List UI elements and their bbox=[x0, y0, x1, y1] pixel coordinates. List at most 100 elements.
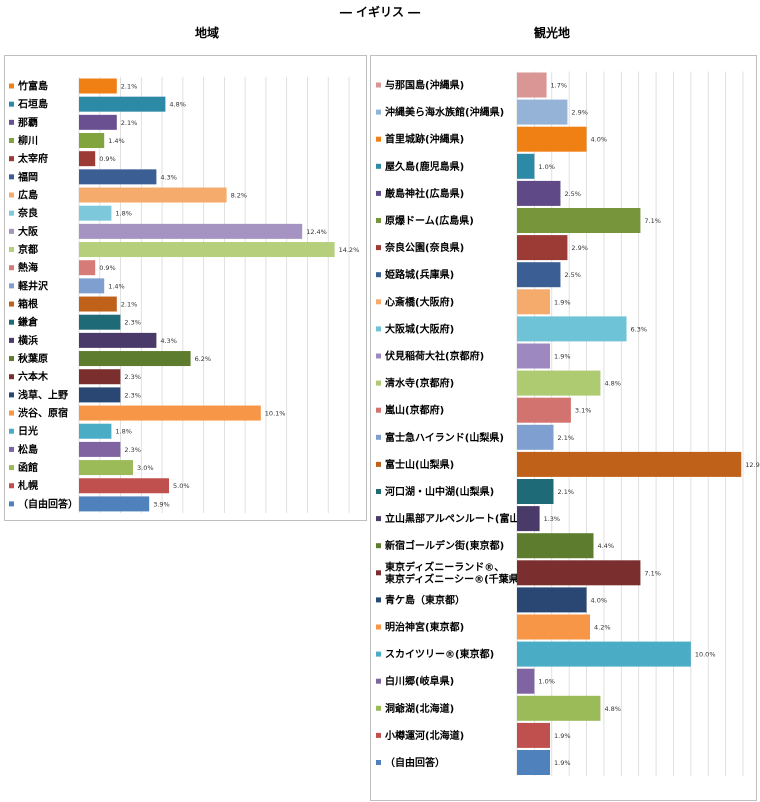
bar-row: 姫路城(兵庫県) 2.5% bbox=[376, 262, 581, 288]
bar bbox=[517, 316, 627, 342]
category-label: 日光 bbox=[18, 425, 38, 438]
data-label: 2.1% bbox=[121, 301, 138, 309]
bar bbox=[79, 187, 227, 203]
category-label: 首里城跡(沖縄県) bbox=[385, 133, 464, 146]
data-label: 4.0% bbox=[591, 596, 608, 604]
category-label: 六本木 bbox=[18, 370, 49, 383]
bar bbox=[517, 208, 641, 233]
bar bbox=[79, 114, 117, 130]
legend-swatch bbox=[376, 597, 381, 603]
bar-row: 小樽運河(北海道) 1.9% bbox=[376, 722, 571, 748]
category-label: 河口湖・山中湖(山梨県) bbox=[385, 485, 494, 498]
bar-row: 嵐山(京都府) 3.1% bbox=[376, 397, 591, 423]
data-label: 0.9% bbox=[99, 264, 116, 272]
legend-swatch bbox=[376, 82, 381, 88]
data-label: 2.9% bbox=[571, 244, 588, 252]
category-label: 那覇 bbox=[18, 117, 38, 129]
category-label: 与那国島(沖縄県) bbox=[385, 79, 464, 92]
chart-0: 竹富島 2.1% 石垣島 4.8% 那覇 2.1% 柳川 1.4% 太宰府 0.9% 福岡 4.3% 広… bbox=[4, 55, 367, 521]
bar bbox=[517, 126, 587, 152]
data-label: 4.4% bbox=[597, 542, 614, 550]
category-label: 福岡 bbox=[17, 170, 38, 183]
bar-row: 六本木 2.3% bbox=[9, 369, 141, 385]
legend-swatch bbox=[9, 265, 14, 271]
legend-swatch bbox=[376, 732, 381, 738]
data-label: 10.1% bbox=[265, 410, 286, 418]
data-label: 2.3% bbox=[124, 373, 141, 381]
category-label: 心斎橋(大阪府) bbox=[385, 295, 454, 308]
bar bbox=[517, 99, 568, 125]
legend-swatch bbox=[9, 101, 14, 107]
data-label: 2.5% bbox=[564, 271, 581, 279]
legend-swatch bbox=[9, 483, 14, 489]
bar bbox=[79, 387, 121, 403]
bar bbox=[79, 133, 105, 149]
category-label: 伏見稲荷大社(京都府) bbox=[384, 350, 484, 363]
bar bbox=[517, 72, 547, 98]
data-label: 6.3% bbox=[631, 325, 648, 333]
category-label: 奈良公園(奈良県) bbox=[384, 241, 464, 254]
category-label: 白川郷(岐阜県) bbox=[385, 675, 454, 688]
category-label: 小樽運河(北海道) bbox=[384, 729, 464, 742]
legend-swatch bbox=[9, 374, 14, 380]
legend-swatch bbox=[9, 210, 14, 216]
data-label: 6.2% bbox=[195, 355, 212, 363]
data-label: 1.9% bbox=[554, 353, 571, 361]
category-label: 秋葉原 bbox=[18, 352, 48, 365]
legend-swatch bbox=[9, 410, 14, 416]
legend-swatch bbox=[376, 136, 381, 142]
category-label: 石垣島 bbox=[17, 98, 48, 111]
category-label: スカイツリー®(東京都) bbox=[385, 648, 494, 661]
data-label: 1.8% bbox=[115, 428, 132, 436]
data-label: 4.8% bbox=[604, 705, 621, 713]
bar-row: 札幌 5.0% bbox=[9, 478, 190, 494]
bar-row: 箱根 2.1% bbox=[9, 296, 138, 312]
bar-row: （自由回答） 3.9% bbox=[9, 496, 170, 512]
data-label: 2.3% bbox=[124, 319, 141, 327]
category-label: 松島 bbox=[18, 443, 38, 456]
bar bbox=[517, 695, 601, 721]
data-label: 12.9% bbox=[745, 461, 760, 469]
legend-swatch bbox=[376, 461, 381, 467]
bar-row: 大阪城(大阪府) 6.3% bbox=[376, 316, 648, 342]
category-label: 姫路城(兵庫県) bbox=[385, 268, 454, 281]
bar-row: スカイツリー®(東京都) 10.0% bbox=[376, 641, 716, 667]
bar-row: 横浜 4.3% bbox=[9, 332, 177, 348]
bar-row: 函館 3.0% bbox=[9, 460, 154, 476]
legend-swatch bbox=[9, 428, 14, 434]
legend-swatch bbox=[9, 319, 14, 325]
category-label: 札幌 bbox=[17, 479, 38, 492]
legend-swatch bbox=[9, 392, 14, 398]
bar-row: 奈良 1.8% bbox=[9, 205, 132, 221]
bar bbox=[517, 479, 554, 504]
chart-title-region: 地域 bbox=[194, 26, 219, 40]
category-label: 鎌倉 bbox=[17, 316, 39, 329]
legend-swatch bbox=[376, 624, 381, 630]
data-label: 1.4% bbox=[108, 282, 125, 290]
legend-swatch bbox=[376, 651, 381, 657]
data-label: 8.2% bbox=[231, 192, 248, 200]
data-label: 7.1% bbox=[644, 569, 661, 577]
data-label: 2.5% bbox=[564, 190, 581, 198]
legend-swatch bbox=[376, 705, 381, 711]
bar-row: 清水寺(京都府) 4.8% bbox=[376, 370, 621, 396]
data-label: 4.8% bbox=[604, 380, 621, 388]
bar-row: 浅草、上野 2.3% bbox=[9, 387, 141, 403]
category-label: 東京ディズニーランド®、東京ディズニーシー®(千葉県) bbox=[385, 560, 523, 585]
bar bbox=[79, 169, 157, 185]
bar bbox=[517, 560, 641, 586]
bar-row: 沖縄美ら海水族館(沖縄県) 2.9% bbox=[376, 99, 588, 125]
bar bbox=[517, 153, 535, 179]
legend-swatch bbox=[9, 156, 14, 162]
bar-row: 那覇 2.1% bbox=[9, 114, 137, 130]
data-label: 14.2% bbox=[339, 246, 360, 254]
data-label: 5.0% bbox=[173, 482, 190, 490]
bar bbox=[517, 506, 540, 532]
legend-swatch bbox=[9, 83, 14, 89]
bar-row: 鎌倉 2.3% bbox=[9, 314, 141, 330]
data-label: 4.2% bbox=[594, 624, 611, 632]
data-label: 4.3% bbox=[160, 337, 177, 345]
bar-row: 秋葉原 6.2% bbox=[9, 351, 212, 367]
bar bbox=[79, 78, 117, 94]
